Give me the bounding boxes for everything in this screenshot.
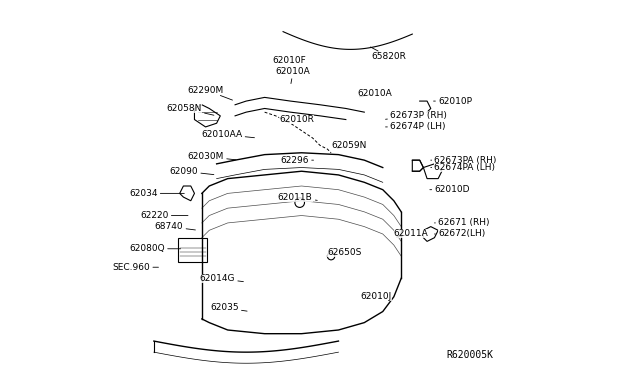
Text: 62011A: 62011A xyxy=(394,230,429,238)
Polygon shape xyxy=(195,105,220,127)
Text: 62010D: 62010D xyxy=(430,185,470,194)
Text: 62030M: 62030M xyxy=(188,152,236,161)
Polygon shape xyxy=(412,160,424,171)
Text: 62059N: 62059N xyxy=(331,141,367,150)
Text: 62290M: 62290M xyxy=(188,86,232,100)
Text: 62010J: 62010J xyxy=(360,292,392,301)
Text: R620005K: R620005K xyxy=(447,350,493,359)
Polygon shape xyxy=(424,164,442,179)
Text: 62010AA: 62010AA xyxy=(202,130,255,139)
Text: 62010R: 62010R xyxy=(280,115,314,124)
Text: 62672(LH): 62672(LH) xyxy=(435,230,485,238)
Text: 62010A: 62010A xyxy=(276,67,310,84)
Text: 62080Q: 62080Q xyxy=(129,244,180,253)
Text: 62010F: 62010F xyxy=(272,56,306,73)
Text: 65820R: 65820R xyxy=(371,47,406,61)
Text: 62674PA (LH): 62674PA (LH) xyxy=(431,163,495,172)
Text: SEC.960: SEC.960 xyxy=(113,263,159,272)
Text: 62671 (RH): 62671 (RH) xyxy=(435,218,490,227)
Text: 62674P (LH): 62674P (LH) xyxy=(385,122,445,131)
FancyBboxPatch shape xyxy=(178,238,207,262)
Text: 62034: 62034 xyxy=(129,189,184,198)
Polygon shape xyxy=(180,186,195,201)
Text: 62296: 62296 xyxy=(280,155,314,165)
Polygon shape xyxy=(424,227,438,241)
Circle shape xyxy=(295,198,305,208)
Text: 62090: 62090 xyxy=(170,167,214,176)
Text: 62014G: 62014G xyxy=(200,274,243,283)
Text: 62010A: 62010A xyxy=(357,89,392,98)
Text: 62650S: 62650S xyxy=(328,248,362,257)
Text: 62673P (RH): 62673P (RH) xyxy=(385,111,447,121)
Text: 62010P: 62010P xyxy=(433,97,472,106)
Text: 62673PA (RH): 62673PA (RH) xyxy=(431,155,497,165)
Text: 62035: 62035 xyxy=(210,303,247,312)
Text: 62058N: 62058N xyxy=(166,104,214,115)
Circle shape xyxy=(328,253,335,260)
Text: 62220: 62220 xyxy=(140,211,188,220)
Text: 62011B: 62011B xyxy=(278,193,317,202)
Text: 68740: 68740 xyxy=(155,222,195,231)
